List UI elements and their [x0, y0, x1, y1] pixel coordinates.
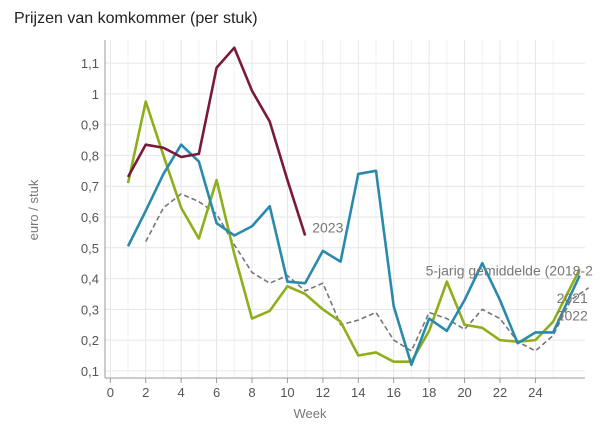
x-axis-label: Week	[294, 406, 327, 421]
y-tick-label: 0,8	[81, 148, 99, 163]
x-tick-label: 12	[316, 385, 330, 400]
chart-title: Prijzen van komkommer (per stuk)	[14, 10, 258, 27]
y-tick-label: 0,6	[81, 210, 99, 225]
x-tick-label: 24	[528, 385, 542, 400]
y-tick-label: 1	[92, 87, 99, 102]
y-axis-label: euro / stuk	[26, 179, 41, 240]
y-tick-label: 1,1	[81, 56, 99, 71]
y-tick-label: 0,9	[81, 118, 99, 133]
x-tick-label: 16	[386, 385, 400, 400]
series-line-2021	[126, 143, 581, 367]
series-label: 2022	[557, 307, 588, 323]
x-tick-label: 8	[248, 385, 255, 400]
x-tick-label: 22	[493, 385, 507, 400]
y-tick-label: 0,4	[81, 272, 99, 287]
x-tick-label: 0	[107, 385, 114, 400]
y-tick-label: 0,5	[81, 241, 99, 256]
x-tick-label: 6	[213, 385, 220, 400]
x-tick-label: 10	[280, 385, 294, 400]
series-line-2023	[126, 46, 307, 236]
y-tick-label: 0,3	[81, 302, 99, 317]
y-tick-label: 0,7	[81, 179, 99, 194]
x-tick-label: 4	[178, 385, 185, 400]
x-tick-label: 14	[351, 385, 365, 400]
y-tick-label: 0,2	[81, 333, 99, 348]
x-tick-label: 18	[422, 385, 436, 400]
series-line-2022	[126, 100, 581, 363]
series-label: 5-jarig gemiddelde (2018-2	[426, 262, 594, 278]
y-tick-label: 0,1	[81, 364, 99, 379]
x-tick-label: 20	[457, 385, 471, 400]
series-label: 2023	[312, 219, 343, 235]
series-line-5-jarig-gemiddelde-2018-2022-	[145, 193, 589, 352]
x-tick-label: 2	[142, 385, 149, 400]
series-label: 2021	[557, 290, 588, 306]
